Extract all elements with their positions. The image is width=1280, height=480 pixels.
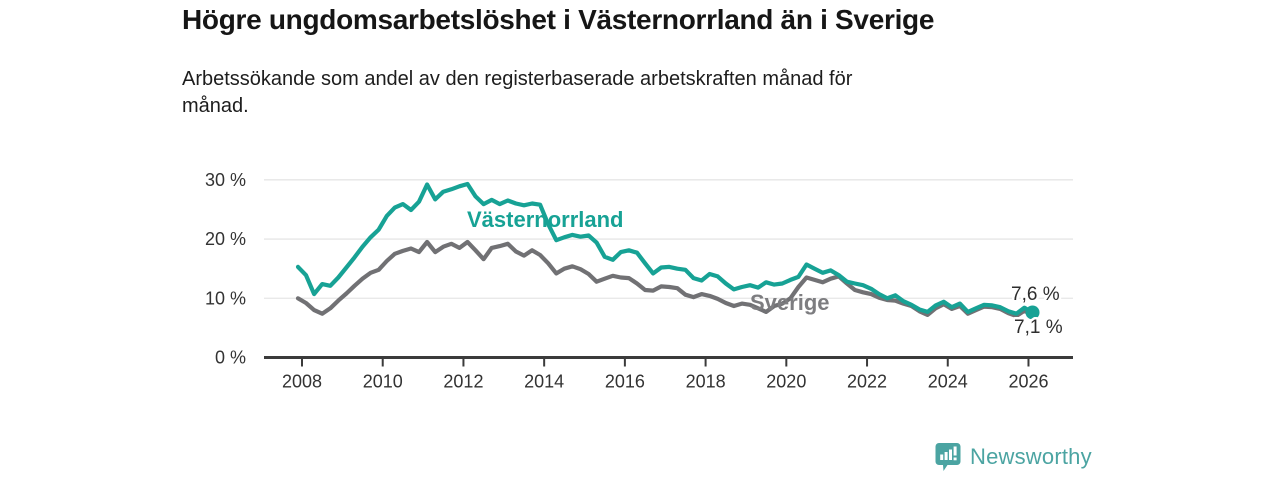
newsworthy-logo-text: Newsworthy — [970, 443, 1092, 469]
x-axis-label: 2016 — [605, 372, 645, 392]
series-end-dot-västernorrland — [1025, 305, 1040, 320]
x-axis-label: 2008 — [282, 372, 322, 392]
x-axis-label: 2014 — [524, 372, 564, 392]
series-label-sverige: Sverige — [750, 290, 830, 315]
y-axis-label: 10 % — [205, 288, 246, 308]
y-axis-label: 0 % — [215, 348, 246, 368]
bar-chart-speech-bubble-icon — [934, 441, 962, 472]
end-value-label-sverige: 7,1 % — [1014, 317, 1063, 338]
series-line-sverige — [295, 239, 1035, 319]
x-axis-label: 2022 — [847, 372, 887, 392]
series-line-västernorrland — [295, 181, 1035, 316]
chart-subtitle: Arbetssökande som andel av den registerb… — [182, 68, 853, 117]
end-value-label-västernorrland: 7,6 % — [1011, 284, 1060, 305]
x-axis-label: 2010 — [363, 372, 403, 392]
y-axis-label: 30 % — [205, 170, 246, 190]
y-axis-label: 20 % — [205, 229, 246, 249]
chart-title: Högre ungdomsarbetslöshet i Västernorrla… — [182, 4, 935, 35]
series-label-västernorrland: Västernorrland — [467, 207, 624, 232]
x-axis-label: 2020 — [766, 372, 806, 392]
x-axis-label: 2026 — [1008, 372, 1048, 392]
newsworthy-logo[interactable]: Newsworthy — [934, 441, 1092, 472]
x-axis-label: 2018 — [686, 372, 726, 392]
x-axis-label: 2024 — [928, 372, 968, 392]
x-axis-label: 2012 — [443, 372, 483, 392]
